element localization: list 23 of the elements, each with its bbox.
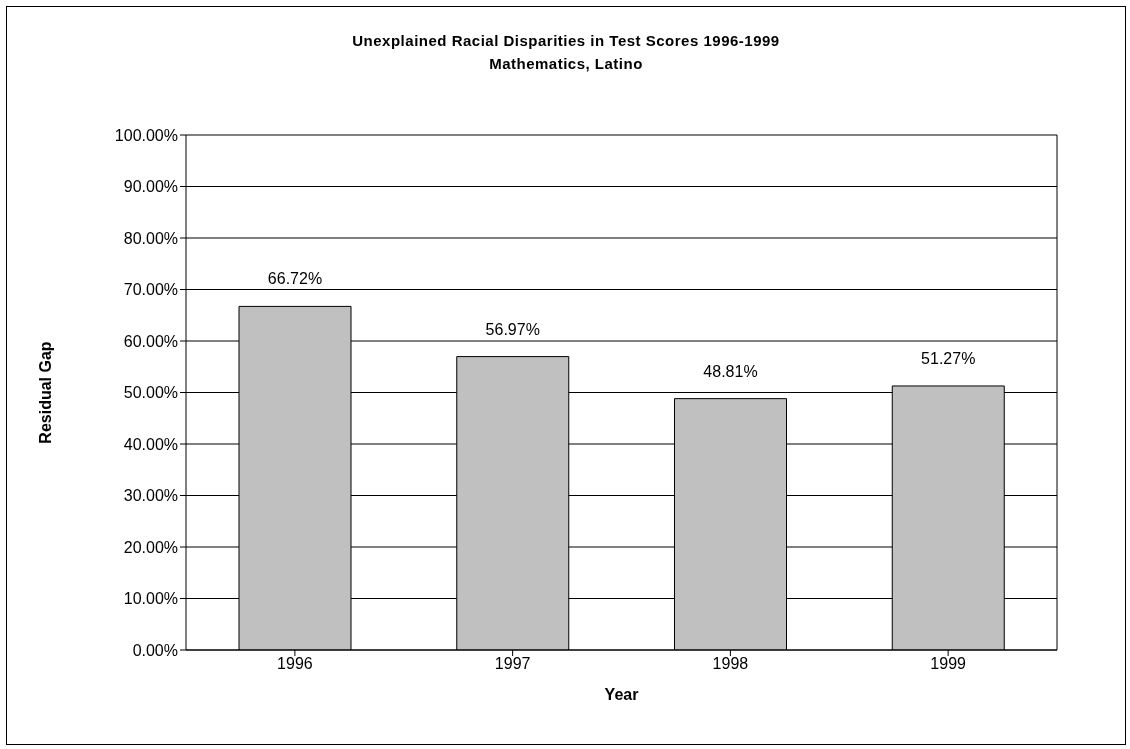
x-tick-label: 1999 xyxy=(930,655,967,673)
x-tick-label: 1997 xyxy=(494,655,531,673)
x-tick-label: 1996 xyxy=(277,655,313,673)
y-tick-label: 30.00% xyxy=(123,487,178,505)
data-label: 66.72% xyxy=(267,270,323,288)
y-tick-label: 40.00% xyxy=(123,435,178,453)
y-tick-label: 90.00% xyxy=(123,178,178,196)
x-axis-title: Year xyxy=(604,686,639,703)
y-tick-label: 80.00% xyxy=(123,229,178,247)
y-tick-label: 70.00% xyxy=(123,281,178,299)
y-tick-label: 10.00% xyxy=(123,590,178,608)
data-label: 51.27% xyxy=(921,349,976,367)
y-tick-label: 0.00% xyxy=(132,641,178,659)
y-tick-label: 100.00% xyxy=(114,126,178,144)
data-label: 48.81% xyxy=(703,362,758,380)
y-tick-label: 50.00% xyxy=(123,384,178,402)
chart-subtitle: Mathematics, Latino xyxy=(488,54,644,74)
y-tick-label: 60.00% xyxy=(123,332,178,350)
data-label: 56.97% xyxy=(485,320,540,338)
x-tick-label: 1998 xyxy=(712,655,749,673)
y-axis-title: Residual Gap xyxy=(36,341,54,444)
chart-title: Unexplained Racial Disparities in Test Scores 1996-1999 xyxy=(351,31,781,51)
y-tick-label: 20.00% xyxy=(123,538,178,556)
